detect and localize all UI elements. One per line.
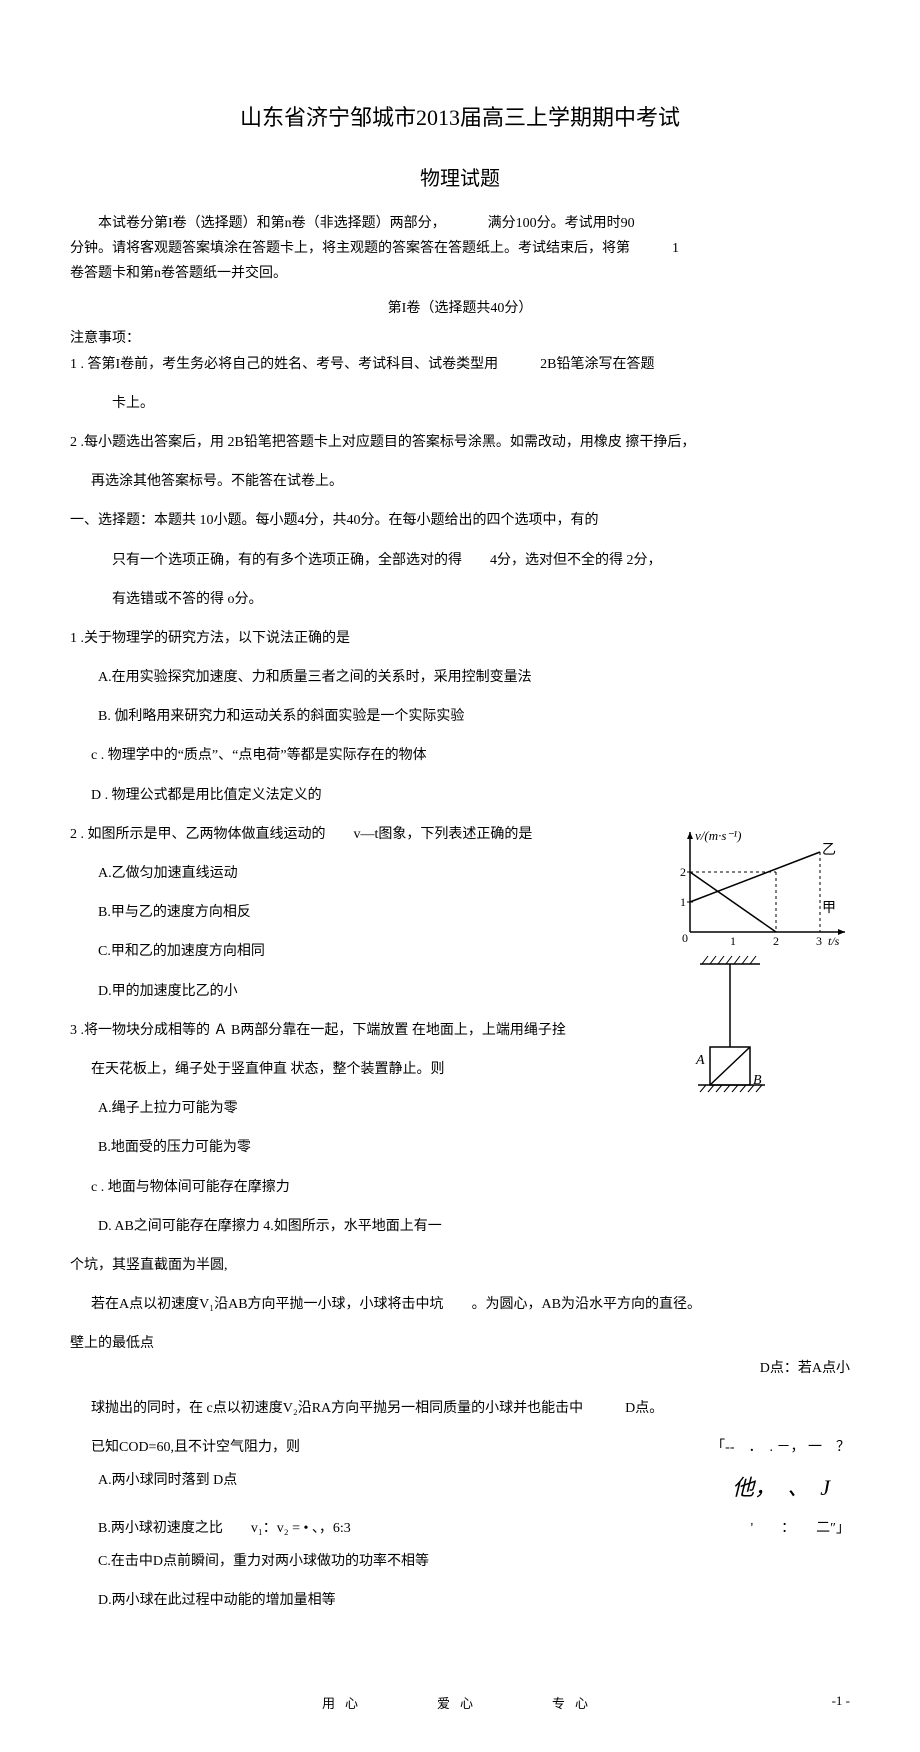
q4-stem-pre: 个坑，其竖直截面为半圆,: [70, 1253, 850, 1278]
label-jia: 甲: [822, 901, 836, 916]
notice-1-b: 2B铅笔涂写在答题: [540, 357, 654, 372]
q4-fig-hint1: 「-- ． . －， 一 ？: [711, 1435, 850, 1460]
origin-label: 0: [682, 931, 688, 945]
ytick-1: 1: [680, 895, 686, 909]
q4-option-c: C.在击中D点前瞬间，重力对两小球做功的功率不相等: [70, 1549, 850, 1574]
label-yi: 乙: [822, 842, 836, 858]
q2-stem-a: 2 . 如图所示是甲、乙两物体做直线运动的: [70, 827, 326, 842]
q4-option-b-a: B.两小球初速度之比: [98, 1521, 223, 1536]
q1-option-b: B. 伽利略用来研究力和运动关系的斜面实验是一个实际实验: [70, 704, 850, 729]
q4-opt-b-row: B.两小球初速度之比 v₁：v₂ = • 、，6:3 ' ： 二″」: [70, 1516, 850, 1541]
ylabel: v/(m·s⁻¹): [695, 828, 742, 843]
section-desc-3: 有选错或不答的得 o分。: [70, 587, 850, 612]
intro-line1-b: 满分100分。考试用时90: [488, 216, 635, 231]
q4-stem-line1b: 。为圆心，AB为沿水平方向的直径。: [472, 1297, 701, 1312]
section-desc-2b: 4分，选对但不全的得 2分，: [490, 553, 662, 568]
q4-stem-line1: 若在A点以初速度V₁沿AB方向平抛一小球，小球将击中坑 。为圆心，AB为沿水平方向…: [70, 1292, 850, 1317]
q1-option-d: D . 物理公式都是用比值定义法定义的: [70, 783, 850, 808]
notice-label: 注意事项：: [70, 327, 850, 347]
q4-option-a: A.两小球同时落到 D点: [70, 1468, 237, 1508]
q4-stem-line4-row: 已知COD=60,且不计空气阻力，则 「-- ． . －， 一 ？: [70, 1435, 850, 1460]
footer-page: -1 -: [832, 1693, 850, 1709]
page-title: 山东省济宁邹城市2013届高三上学期期中考试: [70, 100, 850, 132]
q4-option-b: B.两小球初速度之比 v₁：v₂ = • 、，6:3: [70, 1516, 351, 1541]
q4-fig-hint2: 他， 、 J: [732, 1468, 850, 1508]
q4-stem-line4: 已知COD=60,且不计空气阻力，则: [70, 1435, 300, 1460]
section-desc-1: 一、选择题：本题共 10小题。每小题4分，共40分。在每小题给出的四个选项中，有…: [70, 508, 850, 533]
notice-1-cont: 卡上。: [70, 391, 850, 416]
page-footer: 用心 爱心 专心 -1 -: [70, 1693, 850, 1712]
intro-line2-a: 分钟。请将客观题答案填涂在答题卡上，将主观题的答案答在答题纸上。考试结束后，将第: [70, 241, 630, 256]
exam-page: 山东省济宁邹城市2013届高三上学期期中考试 物理试题 本试卷分第I卷（选择题）…: [0, 0, 920, 1752]
xtick-2: 2: [773, 934, 779, 948]
q4-stem-line3: 球抛出的同时，在 c点以初速度V₂沿RA方向平抛另一相同质量的小球并也能击中 D点…: [70, 1396, 850, 1421]
block-label-a: A: [695, 1053, 705, 1068]
q4-opt-a-row: A.两小球同时落到 D点 他， 、 J: [70, 1468, 850, 1508]
xtick-1: 1: [730, 934, 736, 948]
q4-option-b-b: v₁：v₂ = • 、，6:3: [251, 1521, 351, 1536]
section1-header: 第I卷（选择题共40分）: [70, 297, 850, 317]
q1-option-c: c . 物理学中的“质点”、“点电荷”等都是实际存在的物体: [70, 743, 850, 768]
notice-2-cont: 再选涂其他答案标号。不能答在试卷上。: [70, 469, 850, 494]
intro-line2-b: 1: [672, 241, 679, 256]
q4-stem-line1a: 若在A点以初速度V₁沿AB方向平抛一小球，小球将击中坑: [91, 1297, 444, 1312]
intro-line1-a: 本试卷分第I卷（选择题）和第n卷（非选择题）两部分，: [98, 216, 446, 231]
footer-text: 用心 爱心 专心: [322, 1696, 598, 1711]
section-desc-2a: 只有一个选项正确，有的有多个选项正确，全部选对的得: [112, 553, 462, 568]
vt-graph-figure: 1 2 1 2 3 t/s v/(m·s⁻¹) 乙 甲 0: [670, 822, 850, 952]
notice-1-a: 1 . 答第I卷前，考生务必将自己的姓名、考号、考试科目、试卷类型用: [70, 357, 498, 372]
q4-stem-line2: 壁上的最低点: [70, 1331, 850, 1356]
intro-line1: 本试卷分第I卷（选择题）和第n卷（非选择题）两部分， 满分100分。考试用时90: [70, 211, 850, 236]
notice-2: 2 .每小题选出答案后，用 2B铅笔把答题卡上对应题目的答案标号涂黑。如需改动，…: [70, 430, 850, 455]
q1-option-a: A.在用实验探究加速度、力和质量三者之间的关系时，采用控制变量法: [70, 665, 850, 690]
intro-line2: 分钟。请将客观题答案填涂在答题卡上，将主观题的答案答在答题纸上。考试结束后，将第…: [70, 236, 850, 261]
xtick-3: 3: [816, 934, 822, 948]
q3-option-d: D. AB之间可能存在摩擦力 4.如图所示，水平地面上有一: [70, 1214, 850, 1239]
q3-option-c: c . 地面与物体间可能存在摩擦力: [70, 1175, 850, 1200]
q4-fig-hint3: ' ： 二″」: [751, 1516, 850, 1541]
q2-q3-block: 1 2 1 2 3 t/s v/(m·s⁻¹) 乙 甲 0: [70, 822, 850, 1239]
q1-stem: 1 .关于物理学的研究方法，以下说法正确的是: [70, 626, 850, 651]
q4-stem-line3b: D点。: [625, 1401, 663, 1416]
intro-line3: 卷答题卡和第n卷答题纸一并交回。: [70, 261, 850, 286]
q2-stem-b: v—t图象，下列表述正确的是: [354, 827, 533, 842]
section-desc-2: 只有一个选项正确，有的有多个选项正确，全部选对的得 4分，选对但不全的得 2分，: [70, 548, 850, 573]
page-subtitle: 物理试题: [70, 162, 850, 191]
ytick-2: 2: [680, 865, 686, 879]
q3-option-b: B.地面受的压力可能为零: [70, 1135, 850, 1160]
notice-1: 1 . 答第I卷前，考生务必将自己的姓名、考号、考试科目、试卷类型用 2B铅笔涂写…: [70, 352, 850, 377]
q4-block: 个坑，其竖直截面为半圆, 若在A点以初速度V₁沿AB方向平抛一小球，小球将击中坑…: [70, 1253, 850, 1613]
q4-option-d: D.两小球在此过程中动能的增加量相等: [70, 1588, 850, 1613]
xlabel: t/s: [828, 934, 840, 948]
q4-stem-line2-right: D点：若A点小: [70, 1356, 850, 1381]
block-figure: A B: [690, 952, 790, 1102]
q4-stem-line3a: 球抛出的同时，在 c点以初速度V₂沿RA方向平抛另一相同质量的小球并也能击中: [91, 1401, 583, 1416]
